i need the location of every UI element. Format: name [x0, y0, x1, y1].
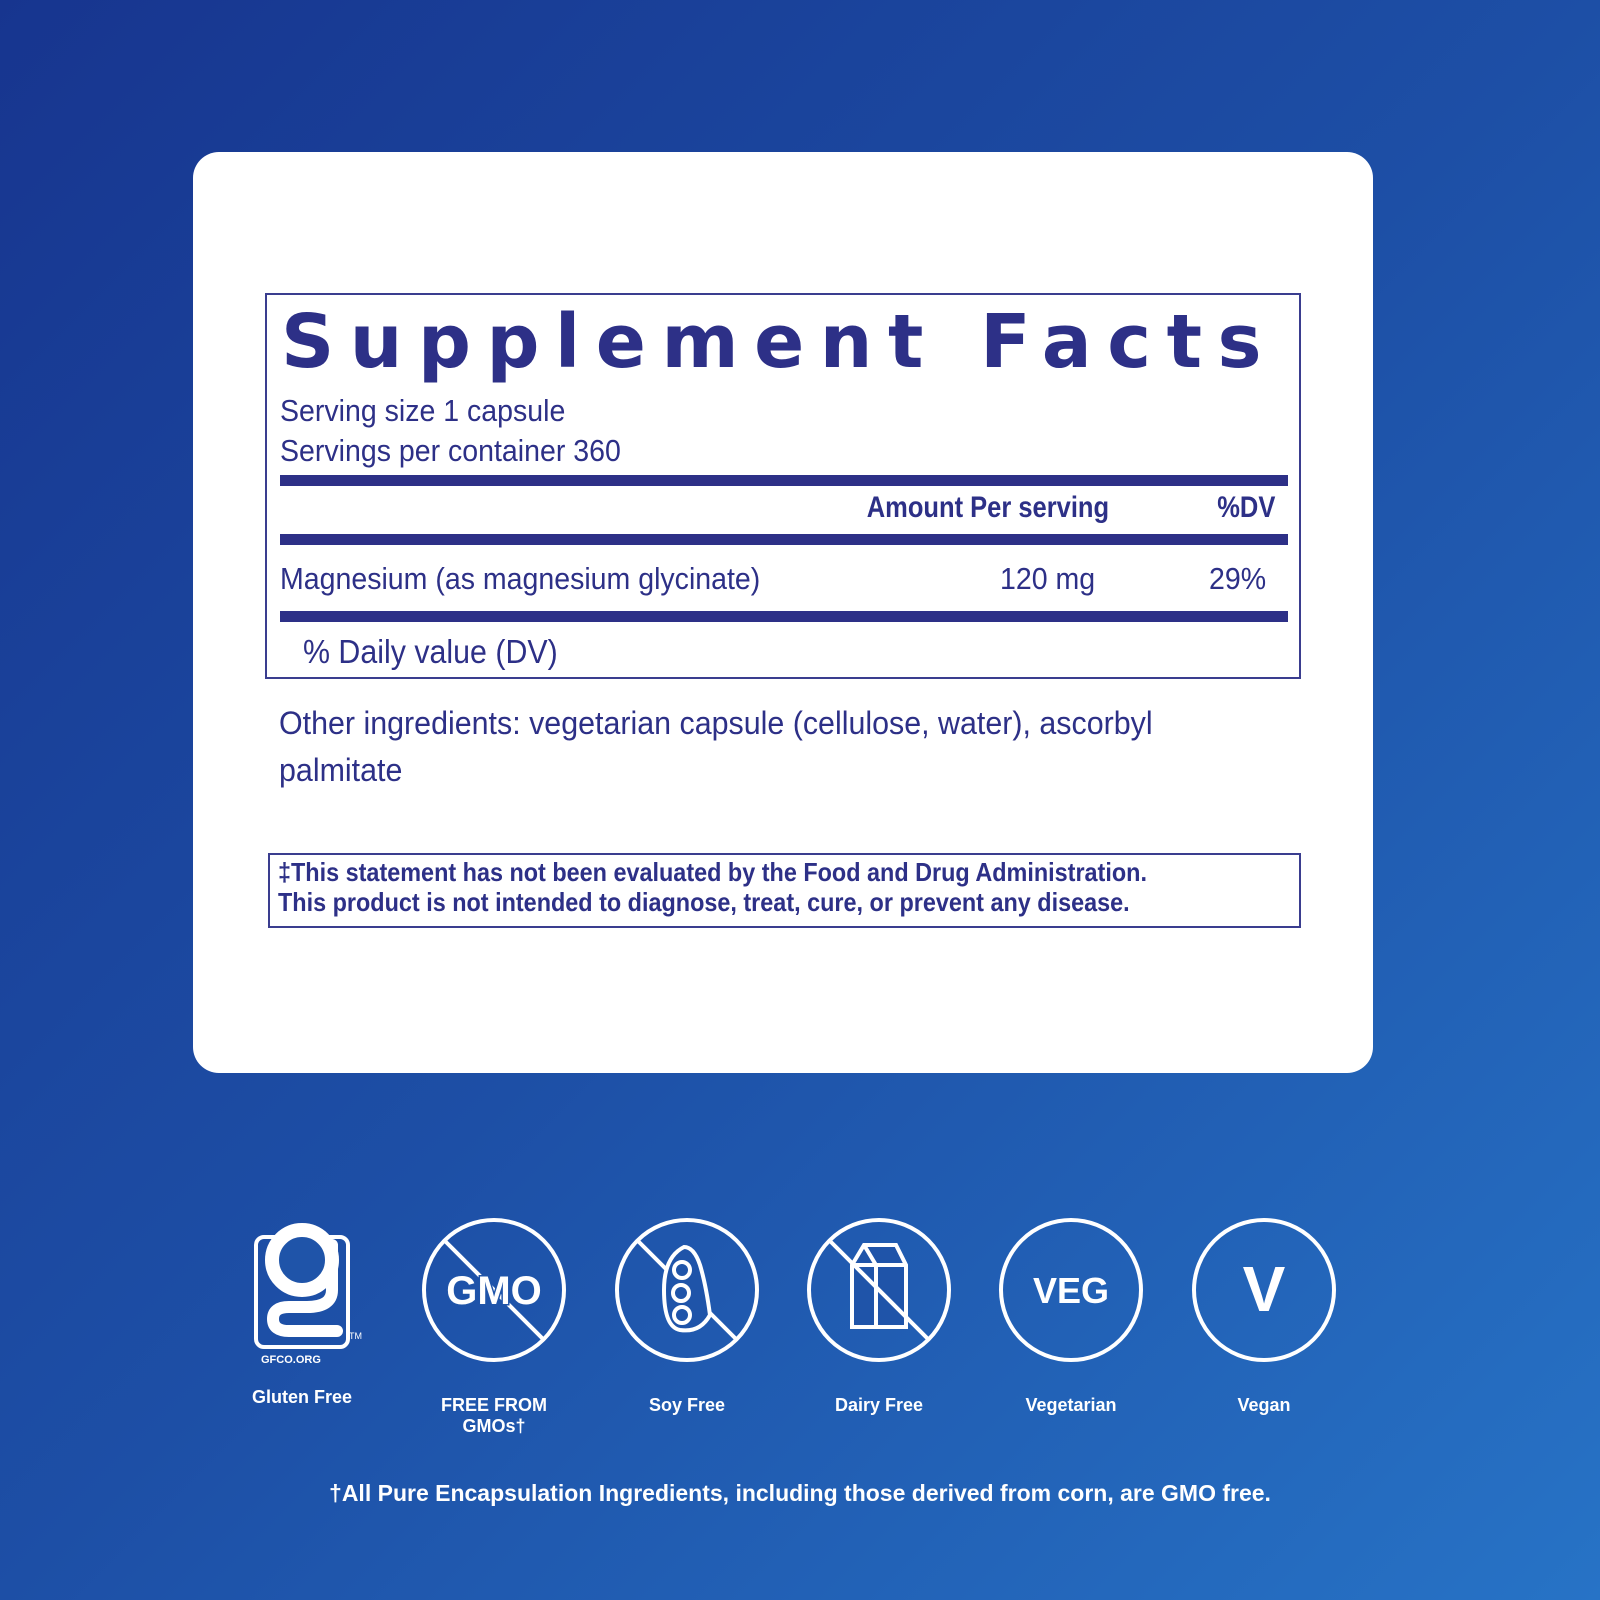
facts-title: Supplement Facts — [281, 299, 1278, 385]
badge-label: FREE FROM GMOs† — [441, 1395, 547, 1436]
badge-dairy-free: Dairy Free — [804, 1215, 954, 1416]
badge-label: Soy Free — [648, 1395, 726, 1415]
badge-soy-free: Soy Free — [612, 1215, 762, 1416]
other-ingredients: Other ingredients: vegetarian capsule (c… — [279, 705, 1153, 788]
veg-text: VEG — [1033, 1270, 1109, 1311]
disclaimer-line-1: ‡This statement has not been evaluated b… — [278, 857, 1147, 887]
tm-mark: TM — [349, 1331, 362, 1341]
dairy-free-icon — [807, 1218, 951, 1362]
disclaimer-line-2: This product is not intended to diagnose… — [278, 887, 1130, 917]
gmo-footnote: †All Pure Encapsulation Ingredients, inc… — [329, 1480, 1271, 1506]
badge-label: Vegetarian — [1025, 1395, 1117, 1415]
vegan-icon: V — [1192, 1218, 1336, 1362]
badge-gluten-free: TM GFCO.ORG Gluten Free — [227, 1215, 377, 1408]
nutrient-amount: 120 mg — [1000, 561, 1096, 596]
gfco-mark: GFCO.ORG — [261, 1354, 321, 1365]
badge-gmo-free: GMO FREE FROM GMOs† — [419, 1215, 569, 1437]
badge-label: Dairy Free — [834, 1395, 924, 1415]
veg-icon: VEG — [999, 1218, 1143, 1362]
divider-bar — [280, 534, 1288, 545]
dv-note: % Daily value (DV) — [303, 633, 558, 670]
gmo-text: GMO — [446, 1269, 542, 1313]
v-text: V — [1243, 1253, 1286, 1325]
badge-vegetarian: VEG Vegetarian — [996, 1215, 1146, 1416]
gluten-free-icon: TM GFCO.ORG — [254, 1223, 362, 1365]
badge-label: Gluten Free — [251, 1387, 353, 1407]
badge-vegan: V Vegan — [1189, 1215, 1339, 1416]
servings-per-container: Servings per container 360 — [280, 433, 621, 468]
divider-bar — [280, 475, 1288, 486]
supplement-facts-panel: Supplement Facts Serving size 1 capsule … — [265, 293, 1301, 679]
no-gmo-icon: GMO — [422, 1218, 566, 1362]
fda-disclaimer: ‡This statement has not been evaluated b… — [268, 853, 1301, 928]
amount-header: Amount Per serving — [866, 491, 1109, 524]
supplement-label-card: Supplement Facts Serving size 1 capsule … — [193, 152, 1373, 1073]
dv-header: %DV — [1216, 491, 1275, 524]
nutrient-name: Magnesium (as magnesium glycinate) — [280, 561, 761, 596]
serving-size: Serving size 1 capsule — [280, 393, 566, 428]
soy-free-icon — [615, 1218, 759, 1362]
divider-bar — [280, 611, 1288, 622]
nutrient-dv: 29% — [1209, 561, 1267, 596]
badge-label: Vegan — [1237, 1395, 1291, 1415]
